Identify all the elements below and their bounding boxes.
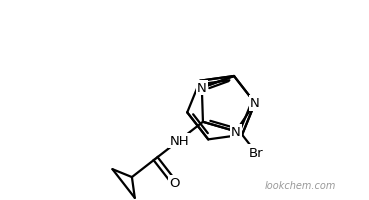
Text: O: O (169, 176, 179, 189)
Text: NH: NH (169, 134, 189, 147)
Text: lookchem.com: lookchem.com (264, 180, 336, 190)
Text: N: N (231, 125, 241, 138)
Text: Br: Br (248, 146, 263, 159)
Text: N: N (197, 82, 207, 95)
Text: N: N (250, 97, 260, 110)
